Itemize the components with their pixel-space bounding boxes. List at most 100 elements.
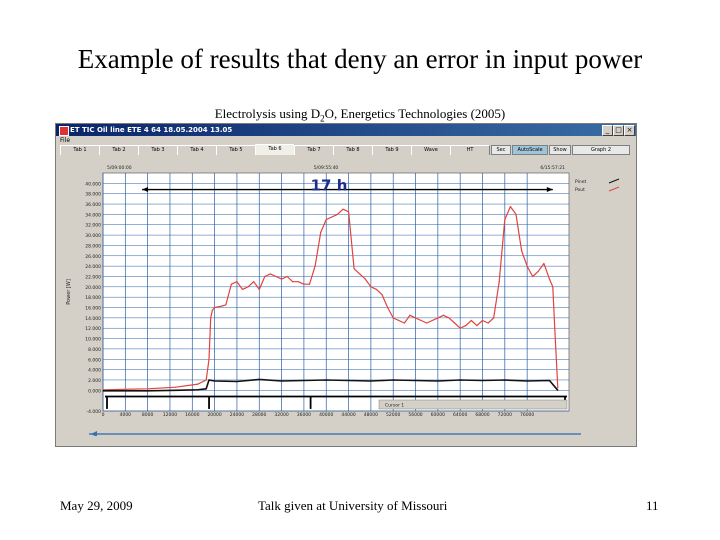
data-point bbox=[504, 218, 506, 221]
data-point bbox=[487, 322, 489, 324]
x-tick-label: 12000 bbox=[163, 412, 177, 417]
window-titlebar[interactable]: ET TIC Oil line ETE 4 64 18.05.2004 13.0… bbox=[56, 124, 636, 136]
data-point bbox=[308, 283, 311, 285]
data-point bbox=[247, 286, 249, 288]
data-point bbox=[359, 273, 361, 275]
tab-2[interactable]: Tab 2 bbox=[99, 145, 139, 155]
autoscale-button[interactable]: AutoScale bbox=[512, 145, 548, 155]
data-point bbox=[214, 380, 216, 382]
y-tick-label: 6.000 bbox=[88, 357, 101, 363]
data-point bbox=[353, 268, 355, 270]
tab-7[interactable]: Tab 7 bbox=[294, 145, 334, 155]
y-tick-label: -4.000 bbox=[86, 409, 101, 415]
tab-1[interactable]: Tab 1 bbox=[60, 145, 100, 155]
graph-select[interactable]: Graph 2 bbox=[572, 145, 630, 155]
footer-talk: Talk given at University of Missouri bbox=[258, 498, 448, 513]
data-point bbox=[437, 380, 439, 382]
close-icon[interactable]: × bbox=[624, 125, 635, 136]
menu-file[interactable]: File bbox=[60, 137, 71, 144]
tab-9[interactable]: Tab 9 bbox=[372, 145, 412, 155]
data-point bbox=[481, 319, 484, 322]
data-point bbox=[342, 208, 344, 210]
data-point bbox=[543, 262, 545, 265]
data-point bbox=[493, 317, 495, 319]
data-point bbox=[205, 388, 207, 390]
maximize-icon[interactable]: □ bbox=[613, 125, 624, 136]
y-tick-label: 14.000 bbox=[85, 316, 101, 322]
data-point bbox=[537, 270, 539, 272]
y-tick-label: 16.000 bbox=[85, 306, 101, 312]
data-point bbox=[214, 306, 216, 309]
tab-4[interactable]: Tab 4 bbox=[177, 145, 217, 155]
menu-bar: File bbox=[56, 136, 636, 145]
data-point bbox=[269, 273, 272, 275]
data-point bbox=[381, 293, 383, 296]
x-tick-label: 60000 bbox=[431, 412, 445, 417]
minimize-icon[interactable]: _ bbox=[602, 125, 613, 136]
data-point bbox=[426, 322, 428, 324]
tab-ht[interactable]: HT bbox=[450, 145, 490, 155]
y-tick-label: 22.000 bbox=[85, 274, 101, 280]
data-point bbox=[481, 379, 484, 382]
data-point bbox=[470, 319, 472, 322]
series-line bbox=[102, 206, 559, 391]
plot-panel: -4.000 0.000 2.000 4.000 6.000 8.000 10.000 12.… bbox=[61, 157, 629, 418]
data-point bbox=[403, 322, 405, 324]
x-tick-label: 76000 bbox=[520, 412, 534, 417]
x-tick-label: 72000 bbox=[498, 412, 512, 417]
data-point bbox=[387, 306, 389, 309]
data-point bbox=[258, 378, 260, 381]
slide-title: Example of results that deny an error in… bbox=[77, 44, 643, 74]
page-number: 11 bbox=[646, 498, 659, 513]
x-tick-label: 28000 bbox=[252, 412, 266, 417]
tab-wave[interactable]: Wave bbox=[411, 145, 451, 155]
app-window: ET TIC Oil line ETE 4 64 18.05.2004 13.0… bbox=[55, 123, 637, 447]
data-point bbox=[552, 286, 554, 288]
y-tick-label: 4.000 bbox=[88, 368, 101, 374]
y-tick-label: 30.000 bbox=[85, 233, 101, 239]
x-tick-label: 16000 bbox=[185, 412, 199, 417]
data-point bbox=[476, 325, 478, 327]
data-point bbox=[205, 379, 207, 381]
data-point bbox=[364, 278, 366, 280]
sec-button[interactable]: Sec bbox=[491, 145, 511, 155]
legend-label: Pout bbox=[575, 187, 585, 193]
x-tick-label: 40000 bbox=[319, 412, 333, 417]
data-point bbox=[465, 325, 467, 327]
x-tick-label: 36000 bbox=[297, 412, 311, 417]
data-point bbox=[286, 275, 288, 278]
data-point bbox=[347, 211, 350, 213]
data-point bbox=[442, 314, 445, 316]
y-tick-label: 34.000 bbox=[85, 212, 101, 218]
tab-3[interactable]: Tab 3 bbox=[138, 145, 178, 155]
legend-swatch bbox=[608, 186, 620, 192]
x-tick-label: 48000 bbox=[364, 412, 378, 417]
cursor-toolbar bbox=[378, 399, 568, 410]
data-point bbox=[557, 389, 559, 391]
y-tick-label: 36.000 bbox=[85, 202, 101, 208]
data-point bbox=[414, 379, 417, 382]
data-point bbox=[197, 383, 199, 385]
bottom-scrollbar[interactable] bbox=[61, 430, 629, 436]
data-point bbox=[325, 218, 327, 221]
data-point bbox=[225, 304, 227, 306]
data-point bbox=[197, 389, 199, 391]
data-point bbox=[448, 317, 450, 319]
data-point bbox=[509, 206, 512, 208]
slide-subtitle: Electrolysis using D2O, Energetics Techn… bbox=[0, 106, 720, 124]
show-button[interactable]: Show bbox=[549, 145, 571, 155]
tab-5[interactable]: Tab 5 bbox=[216, 145, 256, 155]
tab-6[interactable]: Tab 6 bbox=[255, 144, 295, 155]
y-tick-label: 10.000 bbox=[85, 337, 101, 343]
data-point bbox=[336, 213, 338, 215]
data-point bbox=[280, 380, 283, 382]
data-point bbox=[147, 388, 149, 390]
data-point bbox=[147, 390, 149, 392]
arrow-head-right bbox=[546, 187, 553, 193]
y-tick-label: 12.000 bbox=[85, 326, 101, 332]
tab-8[interactable]: Tab 8 bbox=[333, 145, 373, 155]
data-point bbox=[548, 379, 551, 382]
data-point bbox=[264, 275, 266, 278]
data-point bbox=[370, 380, 372, 382]
data-point bbox=[526, 265, 528, 267]
